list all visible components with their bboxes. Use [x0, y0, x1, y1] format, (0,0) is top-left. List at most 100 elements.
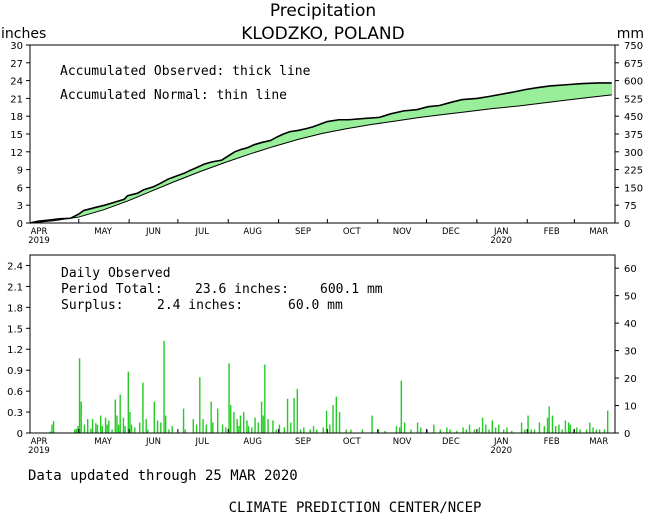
- daily-precip-bar: [119, 394, 121, 433]
- period-total-label: Period Total:: [61, 282, 163, 297]
- right-y-tick-label: 150: [624, 183, 643, 194]
- daily-precip-bar: [275, 429, 277, 433]
- daily-precip-bar: [543, 426, 546, 433]
- daily-precip-bar: [579, 429, 581, 433]
- daily-panel-frame: [29, 254, 616, 434]
- daily-precip-bar: [192, 419, 195, 433]
- month-label: JUN: [145, 437, 161, 447]
- daily-precip-bar: [95, 423, 97, 433]
- daily-precip-bar: [498, 424, 500, 433]
- left-y-tick-label: 1.8: [7, 303, 23, 314]
- daily-precip-bar: [606, 410, 609, 433]
- daily-precip-bar: [303, 427, 305, 433]
- daily-precip-bar: [395, 426, 398, 433]
- left-y-tick-label: 9: [17, 166, 23, 177]
- month-label: FEB: [544, 437, 560, 447]
- daily-precip-bar: [106, 424, 108, 433]
- daily-precip-bar: [233, 412, 235, 433]
- daily-precip-bar: [548, 406, 550, 433]
- daily-precip-bar: [595, 429, 598, 433]
- daily-precip-bar: [199, 377, 201, 433]
- daily-precip-bar: [205, 424, 208, 433]
- daily-precip-bar: [316, 429, 318, 433]
- daily-precip-bar: [551, 415, 554, 433]
- right-y-tick-label: 30: [624, 347, 637, 358]
- year-label: 2020: [490, 446, 512, 456]
- right-y-tick-label: 375: [624, 130, 643, 141]
- daily-precip-bar: [416, 422, 419, 433]
- left-y-tick-label: 1.5: [7, 324, 23, 335]
- left-y-tick-label: 0: [17, 429, 23, 440]
- credit-line: CLIMATE PREDICTION CENTER/NCEP: [229, 500, 482, 516]
- daily-precip-bar: [239, 415, 242, 433]
- daily-precip-bar: [124, 426, 126, 433]
- daily-precip-bar: [361, 429, 364, 433]
- daily-precip-bar: [127, 371, 130, 433]
- daily-precip-bar: [51, 424, 53, 433]
- daily-precip-bar: [589, 422, 591, 433]
- month-label: DEC: [442, 437, 460, 447]
- right-y-tick-label: 0: [624, 219, 630, 230]
- daily-precip-bar: [75, 428, 78, 433]
- daily-precip-bar: [254, 417, 256, 433]
- daily-precip-bar: [455, 430, 458, 433]
- daily-precip-bar: [403, 422, 406, 433]
- month-label: AUG: [243, 227, 262, 237]
- left-y-tick-label: 27: [10, 59, 23, 70]
- daily-precip-bar: [73, 429, 76, 433]
- daily-precip-bar: [138, 422, 141, 433]
- daily-precip-bar: [478, 427, 481, 433]
- observed-legend: Accumulated Observed: thick line: [60, 64, 311, 79]
- right-y-tick-label: 40: [624, 319, 637, 330]
- right-y-tick-label: 675: [624, 59, 643, 70]
- daily-precip-bar: [511, 430, 513, 433]
- daily-precip-bar: [420, 427, 422, 433]
- month-label: MAR: [589, 437, 608, 447]
- daily-precip-bar: [247, 426, 250, 433]
- left-unit-label: inches: [1, 26, 46, 42]
- daily-precip-bar: [236, 419, 238, 433]
- daily-precip-bar: [410, 429, 412, 433]
- month-label: APR: [31, 437, 48, 447]
- daily-precip-bar: [286, 398, 289, 433]
- daily-precip-bar: [572, 429, 575, 433]
- daily-precip-bar: [481, 417, 484, 433]
- daily-precip-bar: [329, 424, 331, 433]
- daily-panel-title: Daily Observed: [61, 266, 171, 281]
- daily-precip-bar: [322, 427, 325, 433]
- daily-precip-bar: [473, 429, 476, 433]
- month-label: NOV: [393, 437, 412, 447]
- daily-precip-bar: [272, 420, 274, 433]
- month-label: AUG: [243, 437, 262, 447]
- left-y-tick-label: 3: [17, 201, 23, 212]
- surplus-mm: 60.0 mm: [288, 298, 343, 313]
- daily-precip-bar: [145, 419, 147, 433]
- daily-precip-bar: [91, 419, 94, 433]
- right-y-tick-label: 300: [624, 148, 643, 159]
- year-label: 2020: [490, 236, 512, 246]
- daily-axes: 0 0.3 0.6 0.9 1.2 1.5 1.8 2.1 2.4 0 10 20 30 40 50 60 AP…: [7, 261, 637, 456]
- month-label: OCT: [343, 437, 362, 447]
- accumulated-difference-fill: [609, 82, 613, 96]
- observed-accumulated-line: [29, 82, 612, 224]
- daily-precip-bar: [212, 422, 214, 433]
- daily-precip-bar: [168, 429, 170, 433]
- right-y-tick-label: 10: [624, 402, 637, 413]
- daily-precip-bar: [576, 427, 578, 433]
- right-y-tick-label: 450: [624, 112, 643, 123]
- daily-precip-bar: [439, 429, 442, 433]
- daily-precip-bar: [108, 420, 110, 433]
- daily-precip-bar: [296, 389, 299, 433]
- daily-precip-bar: [332, 405, 334, 433]
- daily-precip-bar: [564, 420, 567, 433]
- left-y-tick-label: 1.2: [7, 345, 23, 356]
- year-label: 2019: [28, 446, 50, 456]
- daily-precip-bar: [494, 427, 497, 433]
- daily-precip-bar: [384, 430, 386, 433]
- daily-precip-bar: [338, 412, 341, 433]
- daily-precip-bar: [114, 399, 117, 433]
- daily-precip-bar: [299, 429, 302, 433]
- daily-precip-bar: [182, 408, 185, 433]
- daily-precip-bar: [345, 429, 347, 433]
